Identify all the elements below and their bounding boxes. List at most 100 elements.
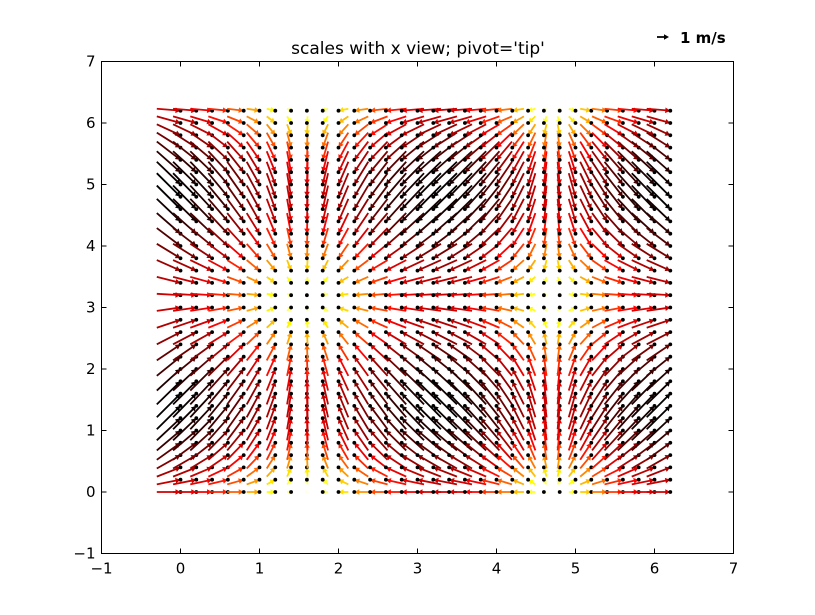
field-arrow-pivot (210, 440, 215, 445)
field-arrow (226, 185, 244, 210)
field-arrow-pivot (557, 256, 562, 261)
field-arrow (385, 275, 407, 285)
field-arrow (370, 140, 389, 160)
field-arrow (172, 198, 197, 222)
field-arrow-pivot (447, 490, 451, 494)
field-arrow (207, 259, 228, 271)
field-arrow (604, 319, 623, 329)
field-arrow (401, 184, 425, 210)
field-arrow-pivot (431, 404, 436, 408)
field-arrow (207, 455, 228, 470)
field-arrow-pivot (368, 490, 372, 494)
field-arrow (207, 161, 228, 185)
field-arrow-pivot (194, 170, 199, 175)
field-arrow-pivot (257, 170, 262, 175)
field-arrow-pivot (273, 428, 278, 433)
field-arrow (464, 115, 487, 125)
field-arrow (580, 107, 592, 113)
field-arrow-pivot (305, 145, 309, 150)
field-arrow (189, 212, 213, 234)
field-arrow (579, 381, 592, 405)
field-arrow-pivot (431, 490, 436, 494)
field-arrow-pivot (320, 465, 325, 470)
x-tick-label: 5 (571, 560, 581, 578)
field-arrow-pivot (478, 244, 483, 248)
field-arrow (567, 172, 577, 197)
field-arrow-pivot (399, 477, 404, 482)
field-arrow-pivot (320, 317, 325, 322)
field-arrow (449, 455, 473, 470)
field-arrow-pivot (510, 453, 515, 457)
field-arrow-pivot (368, 477, 372, 482)
field-arrow (646, 331, 671, 346)
field-arrow (401, 123, 425, 136)
field-arrow (321, 185, 329, 210)
field-arrow-pivot (273, 108, 278, 113)
field-arrow (226, 212, 244, 234)
field-arrow-pivot (621, 317, 625, 322)
field-arrow-pivot (510, 207, 515, 212)
field-arrow-pivot (463, 231, 467, 236)
field-arrow-pivot (257, 158, 262, 162)
field-arrow (617, 489, 639, 495)
field-arrow (322, 319, 329, 329)
field-arrow-pivot (478, 379, 483, 384)
field-arrow (567, 405, 577, 430)
field-arrow (321, 430, 329, 451)
field-arrow-pivot (494, 244, 499, 248)
field-arrow-pivot (289, 182, 293, 187)
field-arrow-pivot (241, 207, 246, 212)
field-arrow-pivot (463, 465, 467, 470)
field-arrow (246, 455, 260, 470)
field-arrow (512, 141, 525, 160)
field-arrow-pivot (526, 305, 530, 310)
field-arrow (417, 184, 442, 210)
field-arrow (528, 306, 536, 312)
field-arrow (354, 276, 369, 284)
field-arrow (304, 405, 310, 430)
field-arrow-pivot (652, 182, 657, 187)
field-arrow-pivot (399, 440, 404, 445)
field-arrow-pivot (289, 121, 293, 125)
field-arrow (266, 467, 276, 478)
field-arrow (156, 393, 181, 418)
field-arrow (304, 319, 311, 328)
field-arrow (464, 259, 487, 271)
field-arrow (512, 212, 525, 234)
field-arrow-pivot (384, 219, 388, 224)
field-arrow (591, 356, 608, 377)
field-arrow (370, 131, 389, 148)
field-arrow (433, 140, 458, 160)
field-arrow-pivot (336, 453, 341, 457)
field-arrow (401, 161, 425, 185)
field-arrow (156, 477, 181, 486)
field-arrow (464, 150, 487, 173)
field-arrow-pivot (526, 367, 530, 371)
field-arrow-pivot (494, 121, 499, 125)
field-arrow-pivot (289, 145, 293, 150)
field-arrow (480, 115, 500, 124)
field-arrow (568, 489, 576, 495)
field-arrow-pivot (478, 108, 483, 113)
field-arrow-pivot (494, 108, 499, 113)
field-arrow-pivot (668, 465, 673, 470)
field-arrow-pivot (636, 305, 641, 310)
field-arrow (354, 381, 370, 405)
field-arrow (496, 356, 513, 377)
field-arrow (567, 198, 577, 222)
field-arrow-pivot (636, 268, 641, 273)
field-arrow-pivot (463, 477, 467, 482)
field-arrow-pivot (494, 219, 499, 224)
field-arrow-pivot (194, 416, 199, 421)
field-arrow (568, 115, 576, 123)
field-arrow (579, 172, 592, 197)
field-arrow-pivot (510, 490, 515, 494)
field-arrow-pivot (463, 281, 467, 285)
field-arrow (541, 356, 548, 376)
field-arrow (433, 477, 458, 486)
field-arrow-pivot (273, 404, 278, 408)
field-arrow-pivot (636, 194, 641, 199)
field-arrow-pivot (573, 268, 578, 273)
field-arrow (480, 305, 500, 312)
field-arrow (304, 260, 311, 271)
